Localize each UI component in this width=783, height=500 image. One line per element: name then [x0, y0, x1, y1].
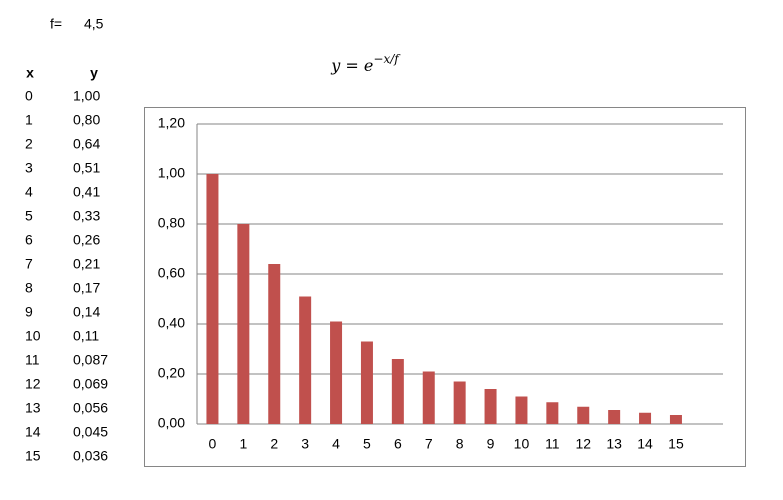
cell-x: 8	[25, 280, 33, 296]
bar	[639, 412, 652, 424]
cell-x: 14	[25, 424, 41, 440]
cell-y: 0,11	[73, 328, 99, 344]
y-tick-label: 0,20	[158, 365, 185, 381]
bar	[391, 359, 404, 424]
x-tick-label: 12	[575, 436, 591, 452]
bar	[608, 410, 621, 424]
y-tick-label: 1,00	[158, 165, 185, 181]
bar	[453, 381, 466, 424]
cell-y: 0,14	[73, 304, 100, 320]
cell-y: 0,056	[73, 400, 108, 416]
cell-y: 0,80	[73, 112, 100, 128]
bar	[484, 389, 497, 424]
bar	[422, 371, 435, 424]
cell-y: 0,41	[73, 184, 100, 200]
cell-x: 1	[25, 112, 33, 128]
x-tick-label: 0	[209, 436, 217, 452]
cell-y: 0,087	[73, 352, 108, 368]
x-tick-label: 3	[301, 436, 309, 452]
bar	[206, 174, 219, 424]
cell-x: 11	[25, 352, 40, 368]
chart-frame	[144, 107, 746, 467]
y-tick-label: 0,80	[158, 215, 185, 231]
cell-y: 0,64	[73, 136, 100, 152]
x-tick-label: 14	[637, 436, 653, 452]
x-tick-label: 15	[668, 436, 684, 452]
cell-x: 4	[25, 184, 33, 200]
x-tick-label: 7	[425, 436, 433, 452]
bar	[330, 321, 343, 424]
f-label: f=	[50, 16, 62, 32]
cell-y: 0,045	[73, 424, 108, 440]
y-tick-label: 0,00	[158, 415, 185, 431]
title-exponent: −x/f	[373, 52, 401, 66]
bar	[268, 264, 281, 424]
cell-y: 0,26	[73, 232, 100, 248]
x-tick-label: 2	[270, 436, 278, 452]
cell-x: 15	[25, 448, 41, 464]
x-tick-label: 6	[394, 436, 402, 452]
x-tick-label: 4	[332, 436, 340, 452]
cell-y: 1,00	[73, 88, 100, 104]
x-tick-label: 5	[363, 436, 371, 452]
bar	[515, 396, 528, 424]
cell-x: 7	[25, 256, 33, 272]
y-tick-label: 0,40	[158, 315, 185, 331]
chart-title: y = e−x/f	[330, 52, 401, 75]
x-tick-label: 1	[239, 436, 247, 452]
bar	[546, 402, 559, 424]
bar	[669, 415, 682, 424]
f-value: 4,5	[84, 16, 104, 32]
bar	[360, 341, 373, 424]
cell-x: 9	[25, 304, 33, 320]
bar	[237, 224, 250, 424]
header-x: x	[26, 65, 34, 81]
cell-x: 10	[25, 328, 41, 344]
header-y: y	[90, 65, 98, 81]
cell-x: 3	[25, 160, 33, 176]
y-tick-label: 1,20	[158, 115, 185, 131]
cell-y: 0,33	[73, 208, 100, 224]
x-tick-label: 10	[514, 436, 530, 452]
cell-y: 0,51	[73, 160, 100, 176]
cell-y: 0,036	[73, 448, 108, 464]
cell-x: 6	[25, 232, 33, 248]
cell-x: 13	[25, 400, 41, 416]
y-tick-label: 0,60	[158, 265, 185, 281]
bar	[577, 406, 590, 424]
cell-x: 2	[25, 136, 33, 152]
cell-y: 0,21	[73, 256, 100, 272]
cell-y: 0,17	[73, 280, 100, 296]
cell-y: 0,069	[73, 376, 108, 392]
title-base: y = e	[330, 56, 373, 75]
x-tick-label: 13	[606, 436, 622, 452]
cell-x: 0	[25, 88, 33, 104]
x-tick-label: 9	[487, 436, 495, 452]
x-tick-label: 11	[545, 436, 560, 452]
bar	[299, 296, 312, 424]
cell-x: 5	[25, 208, 33, 224]
cell-x: 12	[25, 376, 41, 392]
x-tick-label: 8	[456, 436, 464, 452]
